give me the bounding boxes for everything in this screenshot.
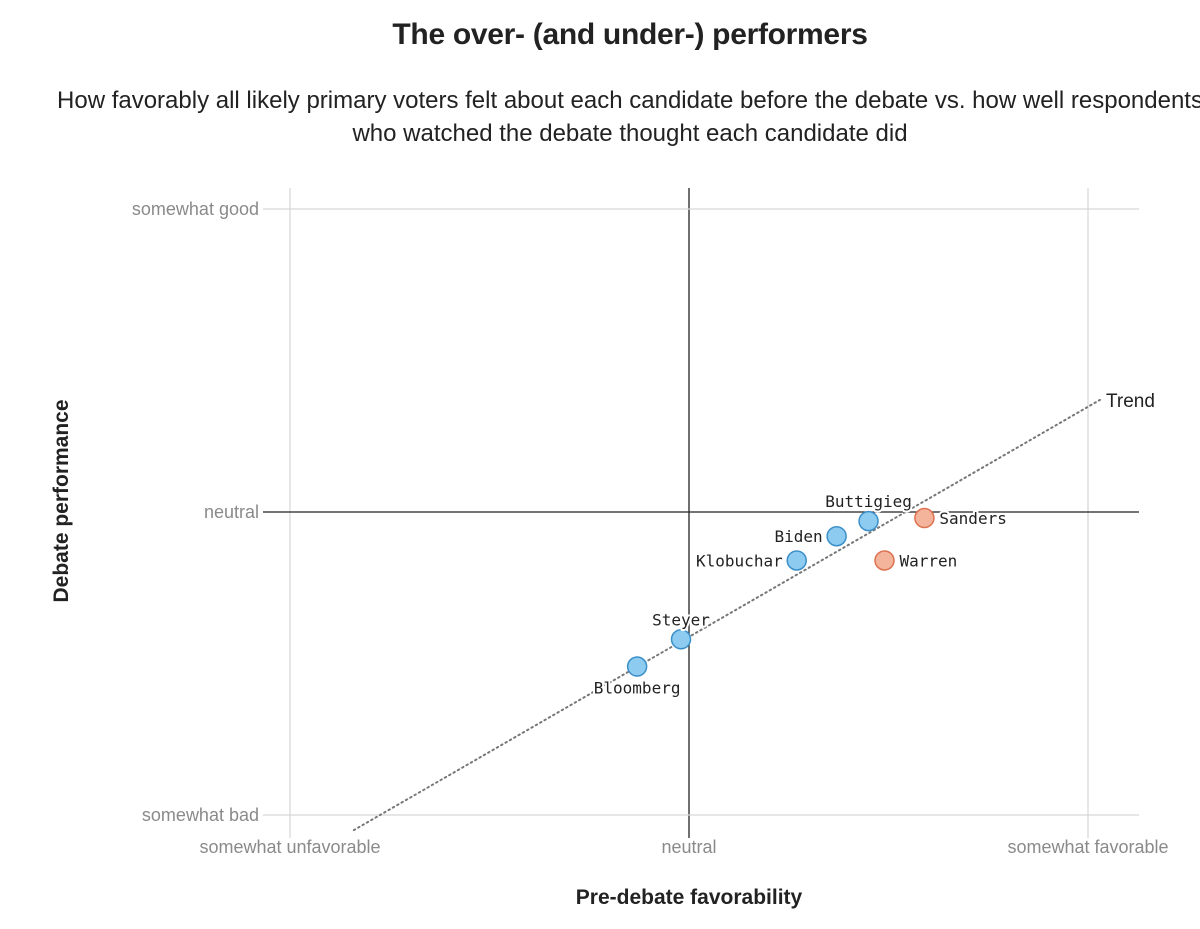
point-label-buttigieg: Buttigieg xyxy=(825,492,912,511)
chart-title: The over- (and under-) performers xyxy=(392,18,868,51)
y-tick-label-somewhat-bad: somewhat bad xyxy=(142,805,259,825)
label-layer: Buttigieg Sanders Biden Warren Klobuchar Stey… xyxy=(592,490,1009,699)
point-layer xyxy=(626,507,935,677)
point-bloomberg xyxy=(626,656,648,677)
point-label-bloomberg: Bloomberg xyxy=(594,679,681,698)
trend-layer: Trend xyxy=(352,391,1155,832)
point-steyer xyxy=(670,629,692,650)
x-tick-label-somewhat-unfavorable: somewhat unfavorable xyxy=(199,837,380,857)
point-label-klobuchar: Klobuchar xyxy=(696,551,783,570)
y-tick-label-neutral: neutral xyxy=(204,502,259,522)
x-axis-title: Pre-debate favorability xyxy=(576,886,803,909)
point-sanders xyxy=(914,507,935,529)
point-label-steyer: Steyer xyxy=(652,610,710,629)
point-warren xyxy=(874,550,895,571)
point-label-biden: Biden xyxy=(774,527,822,546)
point-label-sanders: Sanders xyxy=(939,509,1006,528)
point-klobuchar xyxy=(786,550,807,571)
chart-subtitle: How favorably all likely primary voters … xyxy=(57,87,1200,147)
point-biden xyxy=(826,525,847,547)
x-tick-label-somewhat-favorable: somewhat favorable xyxy=(1007,837,1168,857)
trend-label: Trend xyxy=(1106,391,1155,412)
y-tick-label-somewhat-good: somewhat good xyxy=(132,199,259,219)
x-tick-label-neutral: neutral xyxy=(661,837,716,857)
trend-line xyxy=(352,398,1101,832)
y-axis-title: Debate performance xyxy=(50,399,73,602)
point-buttigieg xyxy=(858,510,879,532)
point-label-warren: Warren xyxy=(900,551,958,570)
grid-layer: somewhat unfavorable neutral somewhat favo… xyxy=(132,188,1169,857)
